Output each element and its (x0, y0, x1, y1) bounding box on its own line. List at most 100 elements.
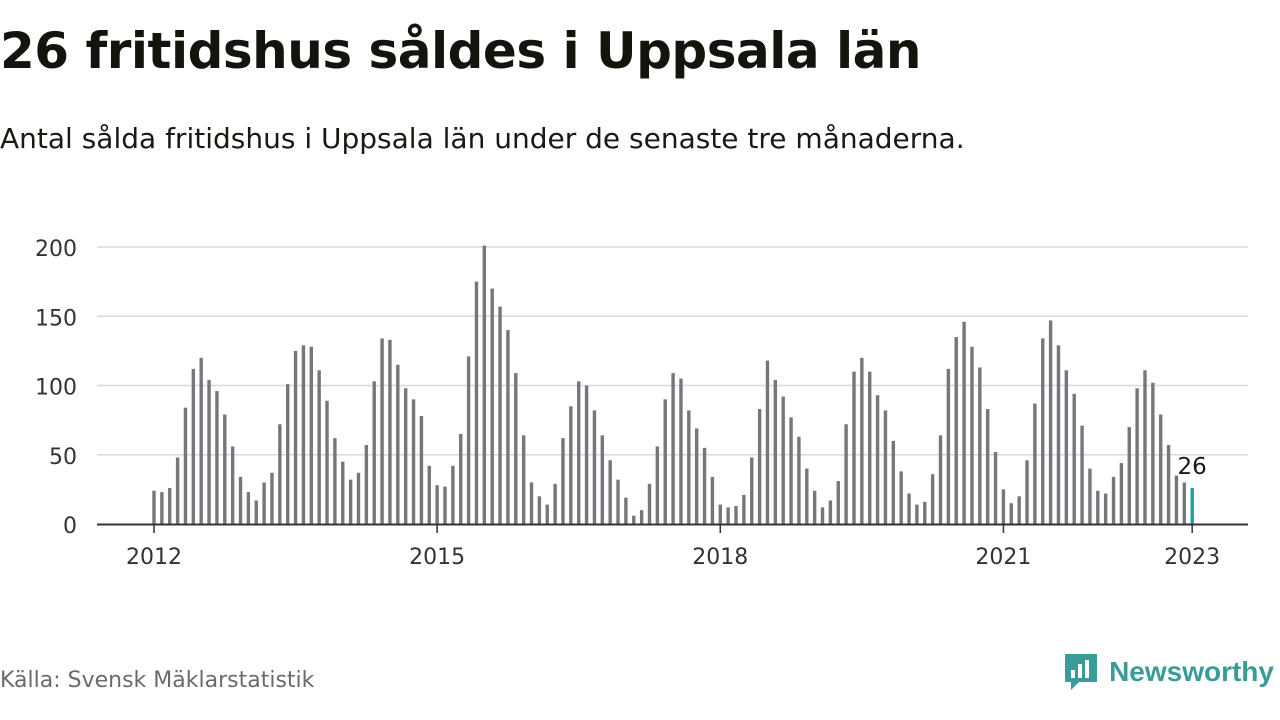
bar (907, 493, 911, 524)
bar (521, 435, 526, 524)
bar (1080, 425, 1084, 524)
bar (584, 385, 589, 524)
bar (270, 472, 274, 524)
bar (411, 399, 416, 524)
bar (875, 395, 880, 524)
brand-logo: Newsworthy (1063, 652, 1274, 692)
bar (946, 368, 951, 524)
bar (1064, 370, 1069, 524)
bar (168, 487, 172, 524)
bar (726, 507, 730, 524)
bar (175, 457, 180, 524)
bar (734, 505, 738, 524)
bar (356, 472, 361, 524)
bar (710, 476, 715, 524)
bar (364, 445, 369, 524)
bar (1127, 427, 1131, 524)
bar (639, 510, 644, 524)
bar (451, 465, 455, 524)
bar (341, 461, 345, 524)
bar (1174, 475, 1179, 524)
bar (309, 346, 313, 524)
bar (506, 330, 510, 524)
bar (1159, 414, 1163, 524)
bar (278, 424, 282, 524)
bar (1096, 490, 1100, 524)
bar (561, 438, 565, 524)
bar (1151, 382, 1155, 524)
bar (490, 288, 494, 524)
bar (1033, 403, 1037, 524)
bar (152, 490, 156, 524)
latest-value-label: 26 (1178, 454, 1207, 480)
bar (923, 501, 927, 524)
bar (230, 446, 235, 524)
bar (789, 417, 793, 524)
x-tick-label: 2018 (692, 545, 748, 570)
bar (930, 474, 935, 524)
y-tick-label: 100 (35, 376, 77, 401)
x-tick-label: 2015 (409, 545, 465, 570)
bar (1119, 463, 1124, 524)
bar (1088, 468, 1092, 524)
bar (1103, 493, 1108, 524)
bar (435, 485, 439, 524)
bar (671, 373, 675, 524)
bar (750, 457, 754, 524)
bar (215, 391, 219, 524)
bar (592, 410, 597, 524)
bar (616, 479, 620, 524)
bar (191, 368, 196, 524)
bar (600, 435, 605, 524)
bar (1111, 476, 1116, 524)
bar (938, 435, 943, 524)
bar (797, 436, 801, 524)
bar (820, 507, 825, 524)
bar (828, 500, 833, 524)
source-note: Källa: Svensk Mäklarstatistik (0, 668, 315, 693)
bar (978, 367, 982, 524)
bar (1017, 496, 1021, 524)
bar (419, 415, 424, 524)
bar (1182, 482, 1187, 524)
bar (694, 428, 699, 524)
chart-subtitle: Antal sålda fritidshus i Uppsala län und… (0, 122, 965, 155)
bar (529, 482, 534, 524)
bar (262, 482, 266, 524)
bar (860, 357, 864, 524)
bar (246, 492, 251, 524)
bar (632, 515, 636, 524)
bar (427, 465, 431, 524)
bar (1143, 370, 1147, 524)
bar (899, 471, 903, 524)
bar (773, 379, 778, 524)
bar (545, 504, 549, 524)
bar (317, 370, 321, 524)
bar (608, 460, 612, 524)
bar (403, 388, 408, 524)
bar (325, 400, 329, 524)
x-tick-label: 2023 (1164, 545, 1220, 570)
bar (679, 378, 683, 524)
bar (333, 438, 337, 524)
bar (687, 410, 691, 524)
bar (742, 494, 746, 524)
bar (1001, 489, 1006, 524)
bar (388, 339, 392, 524)
bar-latest (1190, 487, 1194, 524)
bar (223, 414, 227, 524)
bar (286, 384, 290, 524)
bar (1166, 445, 1171, 524)
bar (868, 371, 872, 524)
bar (301, 345, 306, 524)
bar (443, 486, 447, 524)
y-tick-label: 0 (63, 514, 77, 539)
bar (1009, 503, 1013, 524)
bar (844, 424, 848, 524)
bar (207, 379, 211, 524)
newsworthy-logo-icon (1065, 654, 1098, 690)
bar (1041, 338, 1045, 524)
bar (970, 346, 974, 524)
bar (891, 440, 896, 524)
